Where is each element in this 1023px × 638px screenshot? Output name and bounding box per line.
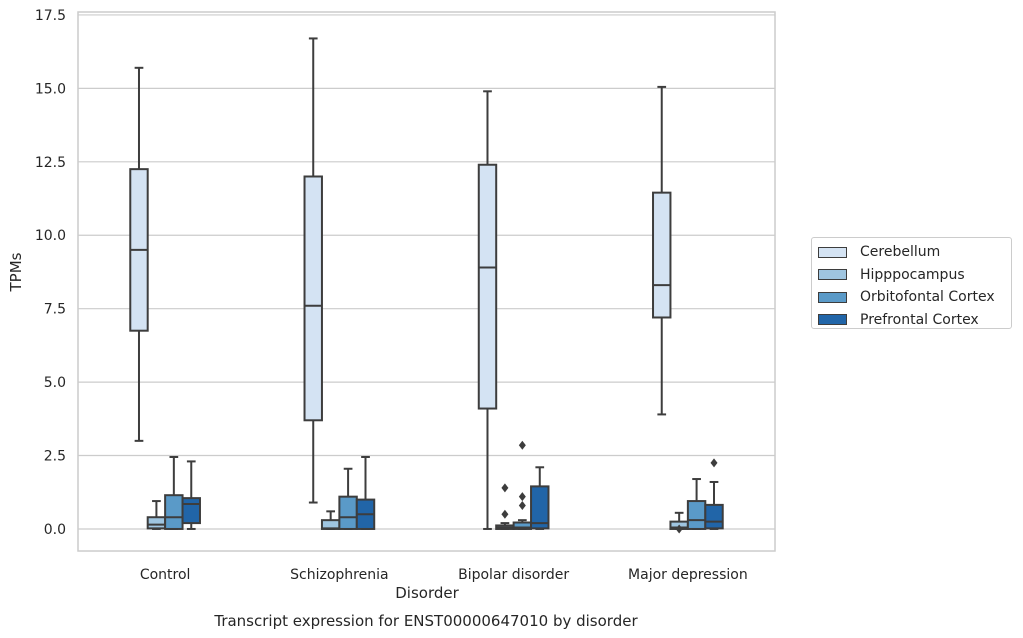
box-0-1 <box>303 37 323 504</box>
legend-item-hippocampus: Hipppocampus <box>818 264 1005 287</box>
box-1-1 <box>320 510 341 530</box>
box-3-1 <box>355 456 376 530</box>
x-tick-label: Schizophrenia <box>290 567 388 583</box>
y-tick-label: 15.0 <box>35 81 66 97</box>
outlier-point <box>518 440 526 450</box>
iqr-box <box>303 175 323 422</box>
x-tick-label: Control <box>140 567 191 583</box>
outlier-point <box>501 509 509 519</box>
box-2-2 <box>512 440 533 530</box>
x-tick-labels: Control Schizophrenia Bipolar disorder Majo… <box>140 567 748 583</box>
box-2-0 <box>164 456 184 530</box>
legend: Cerebellum Hipppocampus Orbitofontal Cor… <box>811 237 1012 329</box>
y-tick-labels: 0.0 2.5 5.0 7.5 10.0 12.5 15.0 17.5 <box>35 8 66 538</box>
legend-item-orbitofrontal: Orbitofontal Cortex <box>818 286 1005 309</box>
legend-item-prefrontal: Prefrontal Cortex <box>818 309 1005 332</box>
outlier-point <box>518 500 526 510</box>
x-axis-label: Disorder <box>395 584 459 602</box>
plot-frame <box>77 11 776 552</box>
legend-label-cerebellum: Cerebellum <box>860 244 941 261</box>
legend-swatch-cerebellum <box>818 246 847 258</box>
iqr-box <box>477 163 498 410</box>
chart-title: Transcript expression for ENST0000064701… <box>213 612 638 630</box>
box-1-3 <box>669 511 689 534</box>
y-tick-label: 17.5 <box>35 8 66 24</box>
box-0-0 <box>129 66 149 442</box>
x-tick-label: Bipolar disorder <box>458 567 569 583</box>
iqr-box <box>181 497 201 525</box>
y-tick-label: 10.0 <box>35 228 66 244</box>
iqr-box <box>704 503 724 530</box>
y-tick-label: 2.5 <box>44 449 66 465</box>
iqr-box <box>146 516 167 530</box>
outlier-point <box>518 492 526 502</box>
y-tick-label: 5.0 <box>44 375 66 391</box>
box-2-1 <box>338 467 358 530</box>
legend-label-orbitofrontal: Orbitofontal Cortex <box>860 289 995 306</box>
outlier-point <box>710 458 718 468</box>
iqr-box <box>530 485 550 530</box>
legend-swatch-orbitofrontal <box>818 291 847 303</box>
y-axis-label: TPMs <box>7 252 25 292</box>
legend-label-prefrontal: Prefrontal Cortex <box>860 311 979 328</box>
legend-swatch-hippocampus <box>818 269 847 281</box>
y-tick-label: 12.5 <box>35 155 66 171</box>
box-2-3 <box>686 478 707 530</box>
y-tick-label: 7.5 <box>44 302 66 318</box>
box-0-3 <box>652 85 672 416</box>
box-series <box>129 37 724 534</box>
iqr-box <box>686 500 707 530</box>
legend-item-cerebellum: Cerebellum <box>818 241 1005 264</box>
box-1-0 <box>146 500 167 530</box>
box-3-0 <box>181 460 201 530</box>
box-3-3 <box>704 458 724 530</box>
iqr-box <box>652 191 672 319</box>
box-0-2 <box>477 90 498 530</box>
grid-lines <box>78 14 775 530</box>
box-3-2 <box>530 466 550 530</box>
y-tick-label: 0.0 <box>44 522 66 538</box>
box-1-2 <box>495 483 515 530</box>
outlier-point <box>675 524 683 534</box>
legend-label-hippocampus: Hipppocampus <box>860 266 965 283</box>
x-tick-label: Major depression <box>628 567 748 583</box>
iqr-box <box>164 494 184 530</box>
outlier-point <box>501 483 509 493</box>
iqr-box <box>338 495 358 530</box>
legend-swatch-prefrontal <box>818 314 847 326</box>
